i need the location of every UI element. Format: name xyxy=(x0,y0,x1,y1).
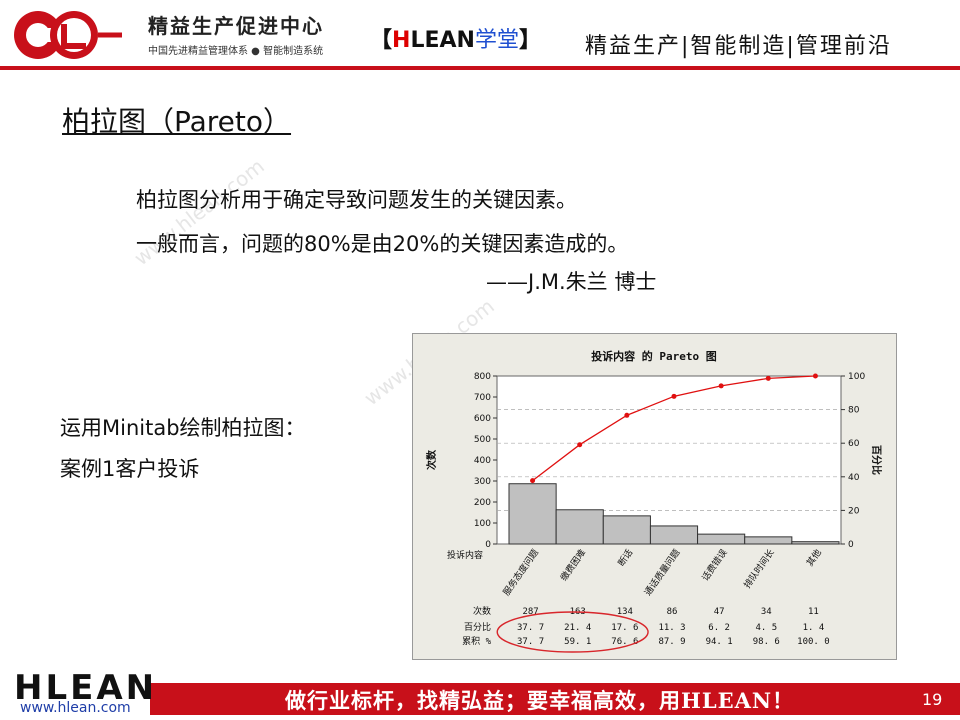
cle-logo-icon xyxy=(14,11,122,59)
study-label: 学堂 xyxy=(474,28,519,53)
cumulative-point xyxy=(671,393,677,399)
category-label: 排队时间长 xyxy=(741,547,777,591)
table-cell: 6. 2 xyxy=(708,623,730,633)
y2-tick-label: 80 xyxy=(848,406,860,416)
table-cell: 11. 3 xyxy=(658,623,685,633)
table-cell: 11 xyxy=(808,607,819,617)
pareto-bar xyxy=(508,483,557,545)
y-tick-label: 700 xyxy=(474,393,491,403)
y-tick-label: 600 xyxy=(474,414,491,424)
page-number: 19 xyxy=(922,690,943,709)
table-cell: 98. 6 xyxy=(753,637,780,647)
table-cell: 17. 6 xyxy=(611,623,638,633)
table-cell: 37. 7 xyxy=(517,637,544,647)
y2-tick-label: 40 xyxy=(848,473,860,483)
table-row-label: 百分比 xyxy=(464,621,491,633)
quote-attribution: ——J.M.朱兰 博士 xyxy=(486,270,657,294)
category-label: 话费错误 xyxy=(699,547,729,583)
cumulative-point xyxy=(530,478,536,484)
table-cell: 1. 4 xyxy=(803,623,825,633)
slide-header: 精益生产促进中心 中国先进精益管理体系 ● 智能制造系统 【HLEAN学堂】 精… xyxy=(0,0,960,70)
chart-title: 投诉内容 的 Pareto 图 xyxy=(591,349,717,363)
table-cell: 86 xyxy=(667,607,678,617)
table-cell: 94. 1 xyxy=(706,637,733,647)
y-tick-label: 200 xyxy=(474,498,491,508)
study-h: H xyxy=(392,28,411,53)
y-tick-label: 800 xyxy=(474,372,491,382)
pareto-bar xyxy=(791,541,840,545)
pareto-chart-svg: 投诉内容 的 Pareto 图0100200300400500600700800… xyxy=(425,349,883,653)
y-tick-label: 300 xyxy=(474,477,491,487)
table-row-label: 次数 xyxy=(473,605,491,617)
quote-line-1: 柏拉图分析用于确定导致问题发生的关键因素。 xyxy=(136,188,577,212)
category-label: 服务态度问题 xyxy=(500,547,541,598)
quote-line-2: 一般而言，问题的80%是由20%的关键因素造成的。 xyxy=(136,232,629,256)
side-text-line-1: 运用Minitab绘制柏拉图： xyxy=(60,416,306,440)
y2-tick-label: 60 xyxy=(848,439,860,449)
brand-name: 精益生产促进中心 xyxy=(148,14,324,38)
cumulative-point xyxy=(718,383,724,389)
side-text-line-2: 案例1客户投诉 xyxy=(60,457,200,481)
bracket-open: 【 xyxy=(370,28,393,53)
table-cell: 287 xyxy=(522,607,538,617)
footer-slogan: 做行业标杆，找精弘益；要幸福高效，用HLEAN！ xyxy=(285,688,795,713)
cumulative-point xyxy=(577,442,583,448)
y2-tick-label: 0 xyxy=(848,540,854,550)
y-axis-label: 次数 xyxy=(425,449,438,470)
hlean-study-label: 【HLEAN学堂】 xyxy=(370,22,541,54)
cumulative-point xyxy=(624,412,630,418)
cumulative-point xyxy=(765,375,771,381)
footer-logo: HLEAN xyxy=(14,668,158,708)
table-cell: 37. 7 xyxy=(517,623,544,633)
y-tick-label: 0 xyxy=(485,540,491,550)
pareto-bar xyxy=(555,509,604,545)
bracket-close: 】 xyxy=(518,28,541,53)
category-label: 缴费困难 xyxy=(558,547,588,583)
table-cell: 87. 9 xyxy=(658,637,685,647)
y-tick-label: 100 xyxy=(474,519,491,529)
pareto-bar xyxy=(602,515,651,545)
table-cell: 100. 0 xyxy=(797,637,830,647)
brand-subtitle: 中国先进精益管理体系 ● 智能制造系统 xyxy=(148,46,324,57)
pareto-bar xyxy=(697,533,746,545)
table-cell: 47 xyxy=(714,607,725,617)
category-label: 通话质量问题 xyxy=(642,547,683,598)
category-label: 其他 xyxy=(804,547,824,569)
category-label: 断话 xyxy=(615,547,635,569)
cumulative-point xyxy=(812,373,818,379)
y-tick-label: 400 xyxy=(474,456,491,466)
footer-bar xyxy=(150,683,960,715)
slide-title: 柏拉图（Pareto） xyxy=(62,105,292,138)
x-axis-label: 投诉内容 xyxy=(447,549,483,561)
pareto-bar xyxy=(649,525,699,545)
highlight-ellipse xyxy=(496,611,649,653)
table-cell: 59. 1 xyxy=(564,637,591,647)
table-cell: 4. 5 xyxy=(755,623,777,633)
y-tick-label: 500 xyxy=(474,435,491,445)
y2-tick-label: 100 xyxy=(848,372,865,382)
table-cell: 21. 4 xyxy=(564,623,591,633)
footer-url[interactable]: www.hlean.com xyxy=(20,700,131,716)
header-divider xyxy=(0,66,960,70)
y2-tick-label: 20 xyxy=(848,506,860,516)
pareto-chart: 投诉内容 的 Pareto 图 0 100 200 300 400 500 600 700 800… xyxy=(412,333,897,660)
table-cell: 134 xyxy=(617,607,633,617)
y2-axis-label: 百分比 xyxy=(870,445,883,475)
table-cell: 34 xyxy=(761,607,772,617)
pareto-bar xyxy=(744,536,793,545)
study-hlean: LEAN xyxy=(410,28,475,53)
table-row-label: 累积 % xyxy=(462,635,491,647)
table-cell: 76. 6 xyxy=(611,637,638,647)
header-slogan: 精益生产|智能制造|管理前沿 xyxy=(585,34,892,59)
